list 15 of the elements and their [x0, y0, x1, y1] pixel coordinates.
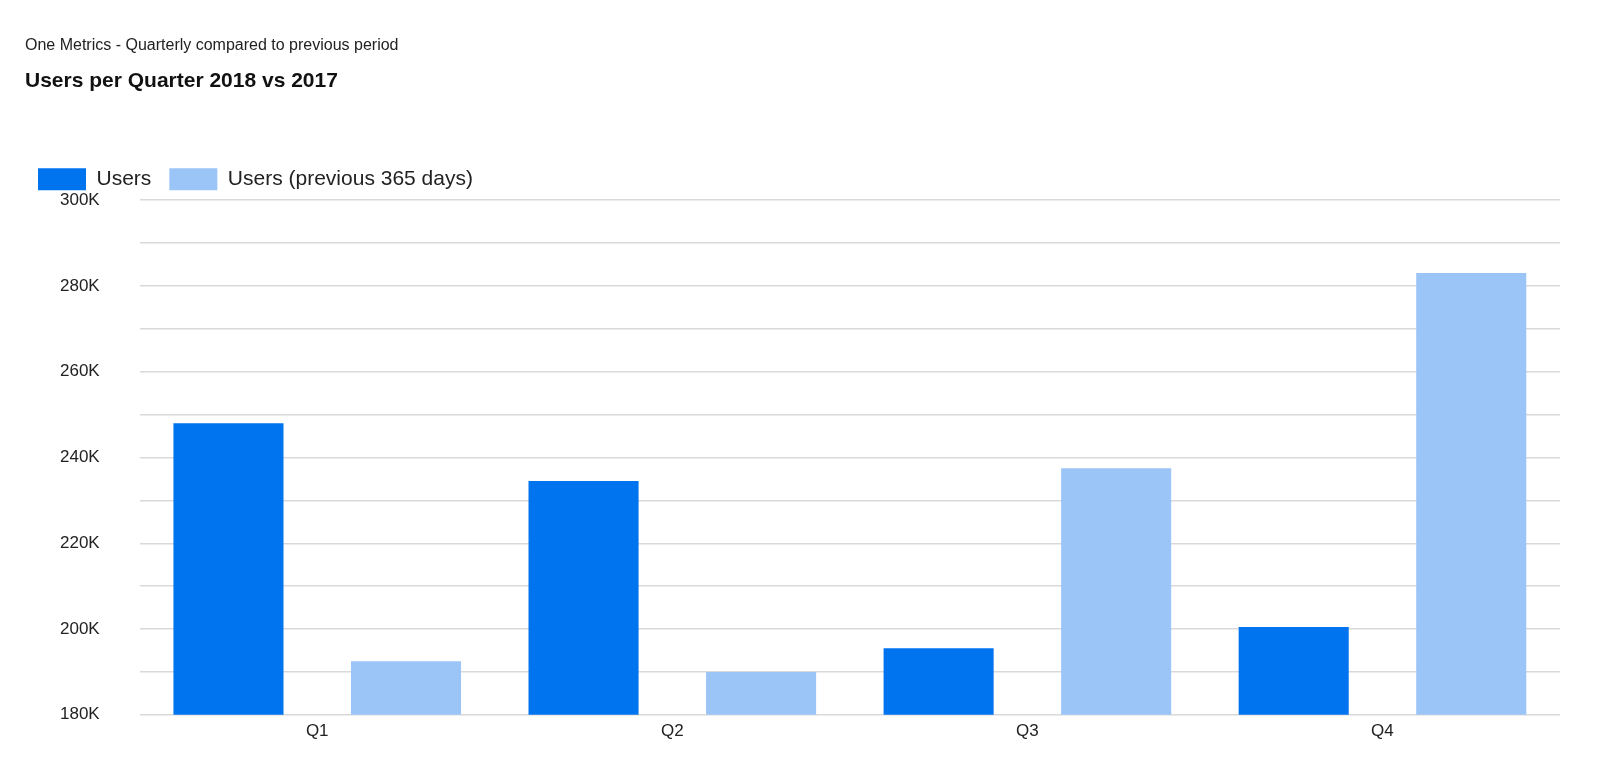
legend-label: Users: [96, 166, 152, 189]
y-tick-label: 280K: [60, 275, 101, 295]
y-tick-label: 180K: [60, 704, 101, 724]
x-tick-label: Q2: [660, 720, 684, 740]
x-tick-label: Q4: [1371, 720, 1394, 740]
x-tick-label: Q1: [305, 720, 329, 740]
chart-subtitle: One Metrics - Quarterly compared to previous period: [25, 36, 399, 54]
y-tick-label: 260K: [60, 361, 101, 381]
chart-title: Users per Quarter 2018 vs 2017: [25, 68, 338, 92]
legend-label: Users (previous 365 days): [227, 166, 473, 189]
y-tick-label: 300K: [60, 189, 101, 209]
y-tick-label: 240K: [60, 447, 101, 467]
y-tick-label: 220K: [60, 532, 101, 552]
y-tick-label: 200K: [60, 618, 101, 638]
x-tick-label: Q3: [1016, 720, 1039, 740]
